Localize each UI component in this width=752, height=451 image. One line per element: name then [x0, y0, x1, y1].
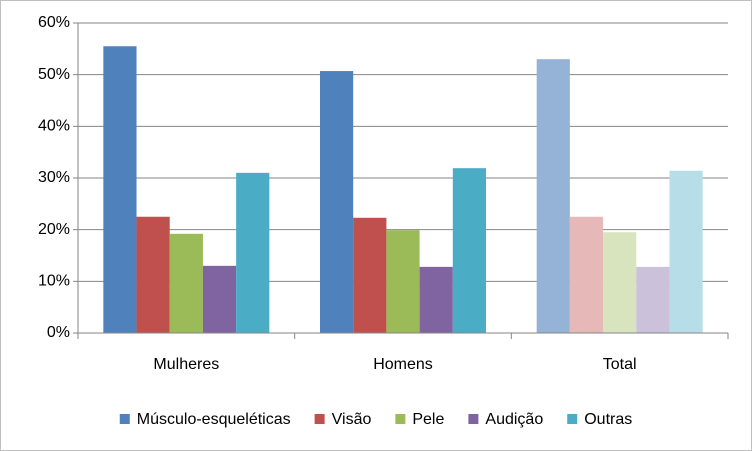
y-tick-label: 20%	[38, 221, 70, 238]
y-tick-label: 30%	[38, 169, 70, 186]
bar	[419, 266, 453, 333]
bar	[320, 71, 354, 334]
x-tick-label: Mulheres	[153, 356, 219, 373]
bar	[536, 59, 570, 334]
legend-swatch	[314, 414, 325, 424]
bar	[103, 46, 137, 333]
y-tick-label: 10%	[38, 273, 70, 290]
legend-label: Visão	[332, 411, 372, 428]
legend-swatch	[468, 414, 479, 424]
y-tick-label: 50%	[38, 66, 70, 83]
bar	[669, 170, 703, 333]
legend-label: Pele	[412, 411, 444, 428]
bar	[136, 216, 170, 333]
legend-label: Audição	[485, 411, 543, 428]
bar	[169, 233, 203, 333]
legend-label: Outras	[584, 411, 632, 428]
y-tick-label: 40%	[38, 118, 70, 135]
legend-swatch	[395, 414, 406, 424]
bar	[452, 168, 486, 333]
bar	[569, 216, 604, 333]
y-tick-label: 0%	[47, 324, 70, 341]
bar	[353, 217, 387, 333]
bar	[636, 266, 670, 333]
legend-label: Músculo-esqueléticas	[137, 411, 291, 428]
x-tick-label: Homens	[373, 356, 433, 373]
bar	[386, 230, 420, 333]
bar	[236, 172, 270, 333]
legend-swatch	[119, 414, 130, 424]
bar	[202, 265, 237, 333]
x-tick-label: Total	[603, 356, 637, 373]
bar	[603, 232, 637, 333]
y-tick-label: 60%	[38, 14, 70, 31]
legend-swatch	[567, 414, 578, 424]
